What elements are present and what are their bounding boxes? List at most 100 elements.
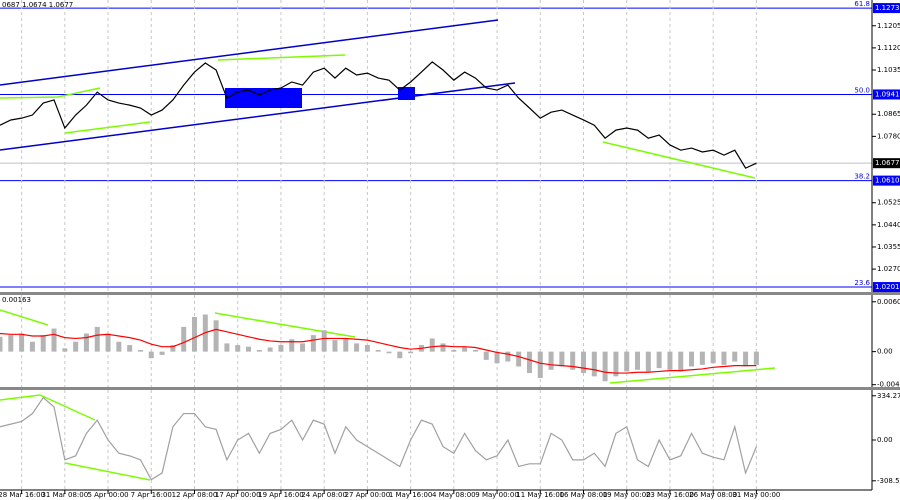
histogram-bar [0, 336, 3, 352]
level-ratio: 38.2 [854, 173, 870, 181]
histogram-bar [602, 351, 608, 382]
x-tick-label: 23 May 16:00 [646, 491, 694, 499]
trend-line [64, 462, 151, 481]
y-tick-label: 1.0865 [877, 110, 900, 118]
histogram-bar [116, 341, 122, 352]
level-price: 1.0201 [875, 283, 900, 291]
histogram-bar [278, 345, 284, 352]
histogram-bar [483, 351, 489, 360]
trend-line [0, 309, 49, 326]
histogram-bar [213, 320, 219, 352]
y-tick-label: 1.1205 [877, 22, 900, 30]
histogram-bar [656, 351, 662, 369]
histogram-bar [591, 351, 597, 377]
level-price: 1.0610 [875, 177, 900, 185]
x-tick-label: 24 Apr 08:00 [301, 491, 347, 499]
histogram-bar [343, 338, 349, 352]
histogram-bar [354, 343, 360, 352]
trend-line [0, 394, 96, 421]
histogram-bar [29, 341, 35, 352]
level-price-box [873, 89, 900, 100]
x-tick-label: 7 Apr 16:00 [131, 491, 172, 499]
histogram-bar [224, 343, 230, 352]
histogram-bar [526, 351, 532, 374]
histogram-bar [548, 351, 554, 370]
histogram-bar [256, 349, 262, 352]
histogram-bar [613, 351, 619, 377]
y-tick-label: 1.0780 [877, 132, 900, 140]
x-tick-label: 31 May 00:00 [732, 491, 780, 499]
histogram-bar [624, 351, 630, 372]
y-tick-label: 1.0355 [877, 243, 900, 251]
y-tick-label: -0.00401 [877, 381, 900, 389]
y-tick-label: 1.0525 [877, 199, 900, 207]
level-price-box [873, 282, 900, 293]
x-tick-label: 9 May 00:00 [475, 491, 519, 499]
zone [225, 88, 302, 108]
histogram-bar [689, 351, 695, 367]
histogram-bar [537, 351, 543, 379]
y-tick-label: 0.00605 [877, 298, 900, 306]
histogram-bar [462, 346, 468, 352]
histogram-bar [753, 351, 759, 365]
histogram-bar [127, 345, 133, 352]
histogram-bar [645, 351, 651, 372]
channel-lower [0, 82, 516, 151]
histogram-bar [743, 351, 749, 367]
channel-upper [0, 19, 499, 86]
histogram-bar [732, 351, 738, 362]
trend-line [609, 367, 776, 384]
histogram-bar [408, 351, 414, 354]
histogram-bar [94, 326, 100, 352]
x-tick-label: 4 May 08:00 [432, 491, 476, 499]
histogram-bar [170, 345, 176, 352]
level-ratio: 50.0 [854, 86, 870, 94]
panel-separator [0, 387, 900, 390]
histogram-bar [105, 333, 111, 352]
y-tick-label: 1.0270 [877, 265, 900, 273]
histogram-bar [267, 347, 273, 352]
current-price-box [873, 158, 900, 169]
x-tick-label: 26 May 08:00 [689, 491, 737, 499]
histogram-bar [181, 326, 187, 352]
histogram-bar [699, 351, 705, 365]
histogram-bar [451, 349, 457, 352]
histogram-bar [429, 338, 435, 352]
x-tick-label: 19 May 00:00 [603, 491, 651, 499]
histogram-bar [440, 343, 446, 352]
level-price-box [873, 175, 900, 186]
level-ratio: 61.8 [854, 0, 870, 8]
histogram-bar [235, 345, 241, 352]
histogram-bar [62, 348, 68, 352]
histogram-bar [83, 333, 89, 352]
histogram-bar [137, 349, 143, 352]
x-tick-label: 12 Apr 08:00 [172, 491, 218, 499]
histogram-bar [505, 351, 511, 362]
histogram-bar [321, 330, 327, 352]
y-tick-label: 1.1120 [877, 44, 900, 52]
signal-line [0, 328, 757, 374]
trend-line [64, 121, 151, 134]
x-tick-label: 11 May 16:00 [516, 491, 564, 499]
histogram-bar [289, 339, 295, 352]
x-tick-label: 19 Apr 16:00 [258, 491, 304, 499]
histogram-bar [148, 351, 154, 359]
level-price: 1.0941 [875, 90, 900, 98]
level-price: 1.1273 [875, 4, 900, 12]
histogram-bar [472, 349, 478, 352]
histogram-bar [310, 335, 316, 352]
x-tick-label: 5 Apr 00:00 [87, 491, 128, 499]
histogram-bar [667, 351, 673, 370]
histogram-bar [375, 349, 381, 352]
histogram-bar [246, 346, 252, 352]
histogram-bar [40, 335, 46, 352]
x-tick-label: 16 May 08:00 [559, 491, 607, 499]
x-tick-label: 28 Mar 16:00 [0, 491, 45, 499]
histogram-bar [516, 351, 522, 367]
x-tick-label: 1 May 16:00 [389, 491, 433, 499]
histogram-bar [570, 351, 576, 370]
cci-line [0, 396, 757, 481]
